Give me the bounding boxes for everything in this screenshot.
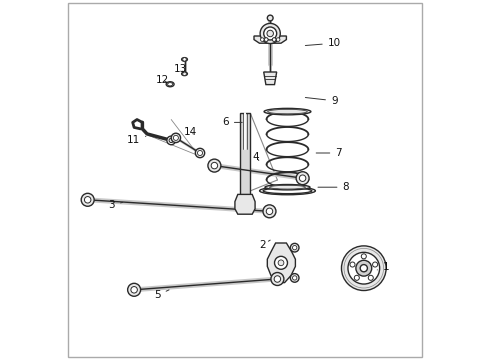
Polygon shape — [254, 36, 286, 43]
Circle shape — [360, 265, 368, 272]
Circle shape — [84, 197, 91, 203]
Circle shape — [211, 162, 218, 169]
Text: 12: 12 — [156, 75, 169, 85]
Circle shape — [196, 148, 205, 158]
Circle shape — [272, 38, 276, 41]
Circle shape — [267, 30, 273, 37]
Circle shape — [266, 208, 273, 215]
Circle shape — [348, 252, 380, 284]
Circle shape — [291, 243, 299, 252]
Polygon shape — [240, 113, 250, 205]
Circle shape — [183, 58, 186, 61]
Circle shape — [264, 27, 277, 40]
Text: 7: 7 — [316, 148, 342, 158]
Circle shape — [173, 135, 178, 140]
Circle shape — [171, 133, 180, 143]
Text: 13: 13 — [173, 64, 187, 74]
Ellipse shape — [168, 83, 172, 86]
Ellipse shape — [182, 58, 187, 61]
Circle shape — [183, 72, 186, 76]
Polygon shape — [235, 194, 255, 214]
Circle shape — [342, 246, 386, 291]
Circle shape — [261, 38, 264, 41]
Circle shape — [208, 159, 221, 172]
Circle shape — [354, 275, 359, 280]
Polygon shape — [268, 243, 295, 283]
Circle shape — [291, 274, 299, 282]
Circle shape — [81, 193, 94, 206]
Text: 8: 8 — [318, 182, 349, 192]
Text: 5: 5 — [154, 290, 169, 300]
Text: 6: 6 — [222, 117, 242, 127]
Circle shape — [293, 276, 297, 280]
Text: 3: 3 — [108, 200, 123, 210]
Circle shape — [361, 254, 367, 259]
Circle shape — [197, 150, 202, 156]
Circle shape — [368, 275, 373, 280]
Circle shape — [265, 38, 268, 41]
Circle shape — [272, 38, 276, 41]
Circle shape — [169, 138, 173, 143]
Circle shape — [271, 273, 284, 285]
Polygon shape — [264, 72, 277, 85]
Circle shape — [274, 276, 281, 282]
Circle shape — [296, 172, 309, 185]
Ellipse shape — [166, 82, 174, 87]
Circle shape — [265, 38, 268, 41]
Circle shape — [299, 175, 306, 181]
Circle shape — [274, 256, 288, 269]
Circle shape — [350, 262, 355, 267]
Circle shape — [263, 205, 276, 218]
Text: 4: 4 — [252, 152, 259, 162]
Text: 11: 11 — [127, 135, 146, 145]
Text: 14: 14 — [184, 127, 197, 138]
Circle shape — [293, 246, 297, 250]
Ellipse shape — [265, 185, 310, 190]
Circle shape — [131, 287, 137, 293]
Circle shape — [260, 23, 280, 44]
Circle shape — [268, 15, 273, 21]
Circle shape — [167, 136, 175, 145]
Circle shape — [278, 260, 284, 266]
Circle shape — [276, 38, 280, 41]
Circle shape — [372, 262, 378, 267]
Circle shape — [356, 260, 372, 276]
Text: 2: 2 — [259, 240, 270, 250]
Text: 10: 10 — [305, 38, 341, 48]
Ellipse shape — [182, 72, 187, 76]
Ellipse shape — [264, 108, 311, 115]
Text: 9: 9 — [305, 96, 338, 106]
Circle shape — [127, 283, 141, 296]
Text: 1: 1 — [377, 262, 390, 272]
